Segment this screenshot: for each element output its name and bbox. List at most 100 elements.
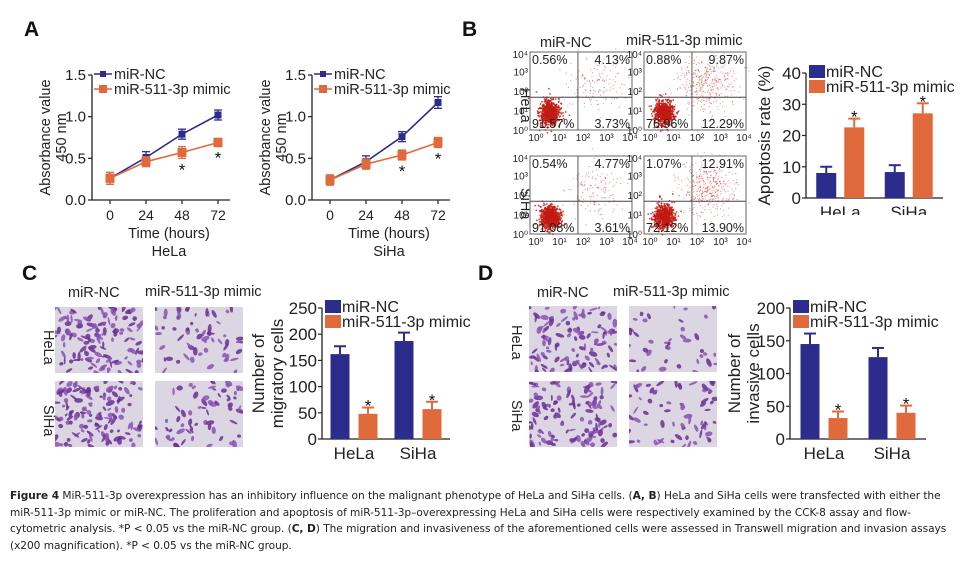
stained-cell [590, 347, 594, 352]
y-tick-label: 1.0 [65, 109, 86, 126]
stained-cell [575, 353, 579, 358]
stained-cell [673, 306, 676, 309]
stained-cell [201, 407, 207, 409]
stained-cell [537, 434, 542, 438]
stained-cell [105, 385, 114, 393]
quadrant-ll: 91.57% [532, 117, 574, 131]
stained-cell [110, 308, 116, 316]
stained-cell [129, 438, 133, 442]
stained-cell [566, 389, 571, 399]
figure-caption: Figure 4 MiR-511-3p overexpression has a… [10, 488, 962, 554]
stained-cell [64, 321, 72, 327]
stained-cell [674, 434, 683, 441]
stained-cell [572, 327, 581, 334]
stained-cell [538, 428, 544, 435]
stained-cell [575, 359, 580, 364]
stained-cell [138, 320, 143, 327]
stained-cell [701, 421, 707, 430]
stained-cell [599, 326, 607, 332]
stained-cell [81, 386, 85, 395]
stained-cell [606, 352, 610, 358]
stained-cell [629, 428, 631, 434]
stained-cell [101, 332, 105, 336]
stained-cell [172, 327, 177, 331]
flow-x-tick: 10¹ [666, 237, 681, 248]
stained-cell [77, 337, 84, 342]
flow-y-tick: 10³ [514, 172, 529, 183]
stained-cell [176, 415, 181, 423]
stained-cell [554, 342, 560, 348]
stained-cell [77, 385, 85, 392]
y-axis-label: Absorbance value 450 nm [258, 79, 290, 195]
stained-cell [634, 383, 643, 388]
flow-y-tick: 10³ [514, 68, 529, 79]
stained-cell [190, 356, 195, 363]
flow-x-tick: 10¹ [666, 133, 681, 144]
stained-cell [55, 307, 57, 311]
stained-cell [680, 422, 686, 429]
panel-letter-d: D [478, 262, 494, 285]
stained-cell [578, 334, 586, 340]
stained-cell [103, 417, 113, 420]
apoptosis-bar-chart: 0 10 20 30 40 HeLa * SiHa * Apoptosis rate (%) miR… [755, 64, 955, 215]
stained-cell [542, 367, 547, 372]
stained-cell [612, 432, 617, 438]
x-tick-label: 72 [430, 207, 446, 223]
stained-cell [560, 308, 567, 314]
stained-cell [645, 383, 652, 387]
stained-cell [66, 381, 73, 387]
legend-item-nc: miR-NC [793, 299, 867, 316]
stained-cell [596, 361, 601, 366]
y-tick-label: 0.0 [65, 192, 86, 209]
flow-x-tick: 10⁴ [736, 133, 751, 144]
flow-plot-hela-mimic: 0.88% 9.87% 76.96% 12.29% 10⁰ 10¹ 10² 10³ 10⁴ 10⁰… [627, 50, 752, 144]
stained-cell [61, 334, 66, 342]
bar-mimic-hela [828, 418, 848, 439]
stained-cell [65, 328, 72, 336]
data-point [105, 173, 115, 183]
bar-mimic-siha [422, 409, 442, 439]
stained-cell [670, 439, 675, 444]
flow-plot-siha-nc: 0.54% 4.77% 91.08% 3.61% 10⁰ 10¹ 10² 10³ 10⁴ 10⁰ 1… [513, 147, 638, 248]
stained-cell [122, 315, 129, 321]
stained-cell [589, 307, 598, 311]
y-tick-label: 0 [776, 430, 785, 449]
stained-cell [699, 348, 705, 354]
stained-cell [680, 326, 685, 332]
stained-cell [106, 396, 112, 402]
stained-cell [125, 368, 134, 373]
stained-cell [696, 358, 700, 364]
stained-cell [109, 429, 114, 433]
stained-cell [194, 422, 199, 426]
y-tick-label: 100 [757, 365, 785, 384]
stained-cell [68, 410, 73, 418]
stained-cell [123, 387, 130, 395]
stained-cell [588, 361, 595, 368]
stained-cell [536, 353, 541, 362]
stained-cell [226, 397, 231, 402]
x-tick-label: 48 [174, 207, 190, 223]
stained-cell [532, 417, 537, 425]
flow-y-tick: 10⁰ [627, 230, 642, 241]
stained-cell [74, 398, 84, 403]
stained-cell [111, 391, 119, 398]
data-point [361, 159, 371, 169]
stained-cell [581, 308, 585, 315]
stained-cell [84, 345, 87, 354]
stained-cell [544, 325, 550, 332]
stained-cell [59, 416, 64, 421]
data-point [178, 130, 186, 138]
stained-cell [165, 356, 174, 362]
stained-cell [600, 386, 604, 396]
stained-cell [237, 405, 242, 414]
x-tick-label: 0 [326, 207, 334, 223]
stained-cell [217, 393, 221, 398]
stained-cell [633, 331, 640, 337]
stained-cell [706, 358, 712, 367]
stained-cell [530, 361, 533, 366]
flow-x-tick: 10⁰ [528, 133, 543, 144]
stained-cell [585, 409, 594, 413]
stained-cell [107, 412, 114, 418]
bar-nc-siha [884, 172, 905, 198]
stained-cell [117, 381, 124, 384]
